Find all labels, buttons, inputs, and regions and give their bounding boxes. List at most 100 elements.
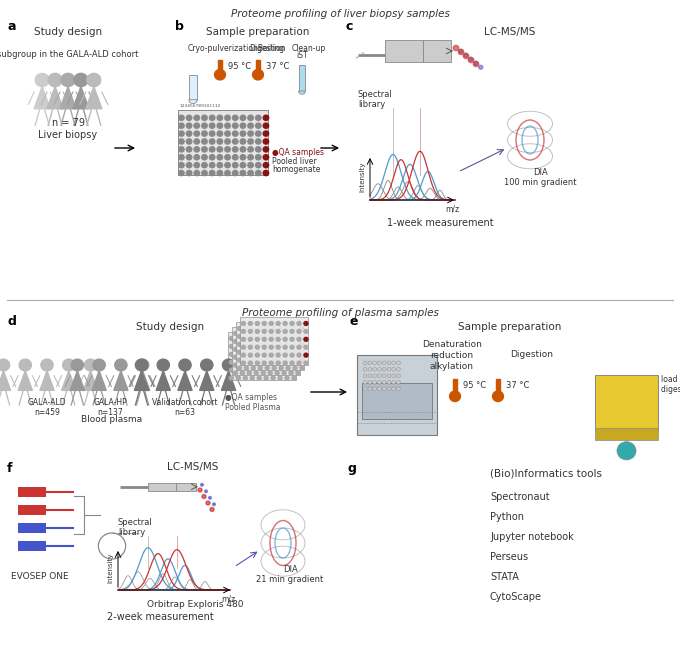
Circle shape [300,358,304,362]
Bar [228,332,296,380]
Circle shape [261,356,265,359]
Text: Validation cohort
n=63: Validation cohort n=63 [152,398,218,417]
Circle shape [252,366,256,370]
Circle shape [373,380,377,384]
Circle shape [392,361,396,365]
Bar [178,110,268,175]
Circle shape [248,147,254,152]
Circle shape [240,131,245,136]
Circle shape [186,123,192,128]
Circle shape [276,322,280,326]
Circle shape [217,139,222,144]
Circle shape [292,368,296,372]
Circle shape [237,326,241,330]
Circle shape [241,361,245,365]
Circle shape [240,339,244,343]
Circle shape [382,367,386,371]
Circle shape [279,326,283,330]
Circle shape [250,352,254,356]
Text: Sample preparation: Sample preparation [206,27,309,37]
Circle shape [186,170,192,176]
Circle shape [269,337,273,341]
Circle shape [229,376,233,380]
Circle shape [222,359,235,371]
Circle shape [241,345,245,349]
Text: 37 °C: 37 °C [266,62,290,71]
Circle shape [292,352,296,356]
Circle shape [296,356,300,359]
Circle shape [233,347,237,351]
Circle shape [252,326,256,330]
Circle shape [217,162,222,168]
Circle shape [254,371,258,375]
Circle shape [202,139,207,144]
Circle shape [271,368,275,372]
Polygon shape [40,371,54,391]
Circle shape [297,322,301,326]
Circle shape [244,343,248,346]
Text: Study design: Study design [136,322,204,332]
Bar [256,60,260,75]
Circle shape [300,350,304,354]
Circle shape [201,484,203,486]
Circle shape [244,326,248,330]
Circle shape [263,139,269,144]
Circle shape [282,363,286,367]
Text: GALA-ALD
n=459: GALA-ALD n=459 [28,398,67,417]
Circle shape [272,350,276,354]
Circle shape [240,363,244,367]
Circle shape [248,347,252,351]
Circle shape [217,123,222,128]
Circle shape [244,335,248,339]
Circle shape [275,339,279,343]
Circle shape [71,359,84,371]
Circle shape [264,376,268,380]
Circle shape [225,131,231,136]
Circle shape [264,368,268,372]
Circle shape [240,371,244,375]
Circle shape [240,170,245,176]
Circle shape [256,147,261,152]
Circle shape [258,366,262,370]
Circle shape [382,380,386,384]
Circle shape [283,353,287,357]
Circle shape [243,352,248,356]
Text: CytoScape: CytoScape [490,592,542,602]
Text: Digestion: Digestion [510,350,553,359]
Polygon shape [70,371,84,391]
Circle shape [248,339,252,343]
Circle shape [271,352,275,356]
Circle shape [264,360,268,364]
Bar [176,483,196,491]
Circle shape [276,330,280,333]
Circle shape [206,501,210,505]
Circle shape [387,367,391,371]
Text: Sample preparation: Sample preparation [458,322,562,332]
Circle shape [229,352,233,356]
Circle shape [252,358,256,362]
Circle shape [387,380,391,384]
Text: d: d [7,315,16,328]
Circle shape [254,347,258,351]
Circle shape [268,363,272,367]
Bar [357,355,437,435]
Circle shape [282,347,286,351]
Bar [18,488,46,497]
Circle shape [382,361,386,365]
Text: load 500ng
digest to EVO tip: load 500ng digest to EVO tip [662,375,680,395]
Text: b: b [175,20,184,33]
Circle shape [248,361,252,365]
Circle shape [271,360,275,364]
Polygon shape [92,371,106,391]
Circle shape [292,337,296,341]
Circle shape [300,343,304,346]
Circle shape [243,337,248,341]
Polygon shape [114,371,128,391]
Circle shape [276,337,280,341]
Circle shape [179,155,184,160]
Circle shape [300,335,304,339]
Circle shape [237,350,241,354]
Text: Spectral
library: Spectral library [118,518,153,538]
Circle shape [179,359,191,371]
Circle shape [373,387,377,391]
